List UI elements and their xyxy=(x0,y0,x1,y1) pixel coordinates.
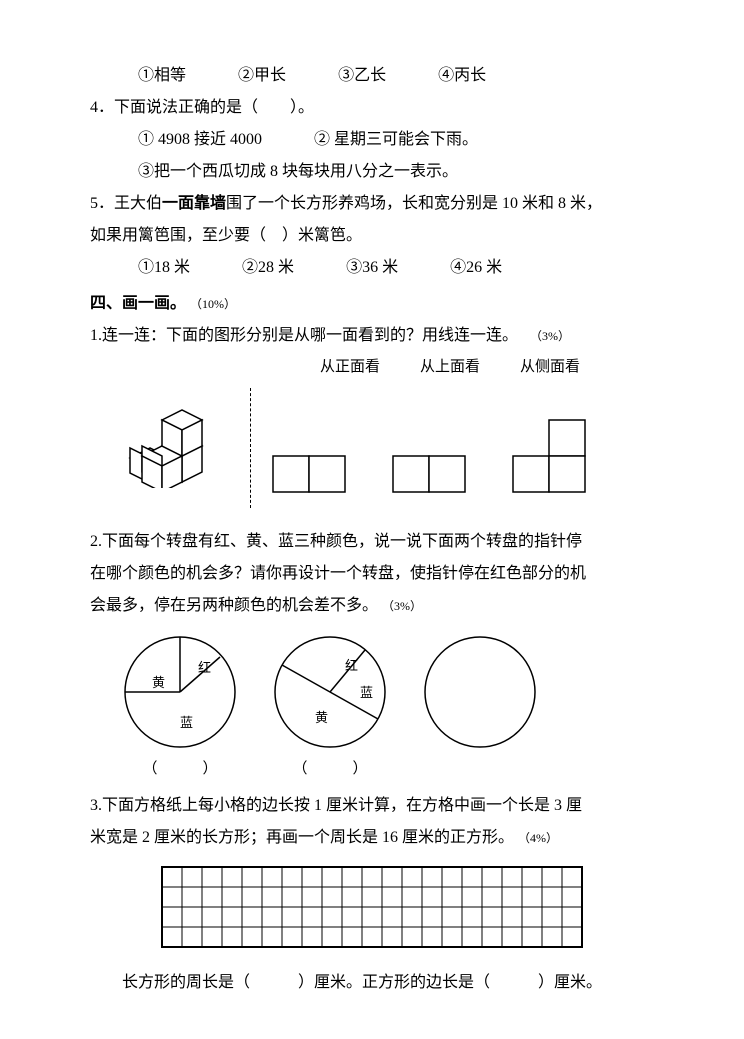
s4q1-pct: （3%） xyxy=(530,329,570,343)
sp2-yellow: 黄 xyxy=(315,710,328,725)
spinners: 红 黄 蓝 （ ） 红 蓝 黄 （ ） xyxy=(120,632,654,784)
sp1-yellow: 黄 xyxy=(152,675,165,690)
s4q3-l1-text: 3.下面方格纸上每小格的边长按 1 厘米计算，在方格中画一个长是 3 厘 xyxy=(90,797,582,814)
sp2-blue: 蓝 xyxy=(360,685,373,700)
q5-o4: ④26 米 xyxy=(450,259,502,276)
s4q3-answer: 长方形的周长是（ ）厘米。正方形的边长是（ ）厘米。 xyxy=(90,967,654,999)
view-shapes xyxy=(261,388,654,494)
section4-title-text: 四、画一画。 xyxy=(90,295,186,312)
q4-o2: ② 星期三可能会下雨。 xyxy=(314,131,478,148)
sp2-caption: （ ） xyxy=(270,754,390,784)
q3-o1: ①相等 xyxy=(138,67,186,84)
section4-title: 四、画一画。 （10%） xyxy=(90,288,654,320)
spinner-3-blank xyxy=(420,632,540,784)
q3-options: ①相等 ②甲长 ③乙长 ④丙长 xyxy=(90,60,654,92)
s4q3-l1: 3.下面方格纸上每小格的边长按 1 厘米计算，在方格中画一个长是 3 厘 xyxy=(90,790,654,822)
q5-o2: ②28 米 xyxy=(242,259,294,276)
q4-stem: 4．下面说法正确的是（ ）。 xyxy=(90,92,654,124)
q5-stem-b: 围了一个长方形养鸡场，长和宽分别是 10 米和 8 米， xyxy=(226,195,602,212)
q4-o3: ③把一个西瓜切成 8 块每块用八分之一表示。 xyxy=(138,163,458,180)
q5-stem1: 5．王大伯一面靠墙围了一个长方形养鸡场，长和宽分别是 10 米和 8 米， xyxy=(90,188,654,220)
sp1-blue: 蓝 xyxy=(180,715,193,730)
q3-o4: ④丙长 xyxy=(438,67,486,84)
label-front: 从正面看 xyxy=(320,352,380,382)
s4q2-l3-text: 会最多，停在另两种颜色的机会差不多。 xyxy=(90,597,378,614)
s4q1-row xyxy=(90,388,654,508)
s4q3-l2: 米宽是 2 厘米的长方形；再画一个周长是 16 厘米的正方形。 （4%） xyxy=(90,822,654,854)
view-side-icon xyxy=(511,418,601,494)
s4q2-l1: 2.下面每个转盘有红、黄、蓝三种颜色，说一说下面两个转盘的指针停 xyxy=(90,526,654,558)
q5-o3: ③36 米 xyxy=(346,259,398,276)
grid-paper xyxy=(90,866,654,949)
s4q1-labels: 从正面看 从上面看 从侧面看 xyxy=(320,352,654,382)
cube-3d-icon xyxy=(120,388,220,488)
s4q2-l2: 在哪个颜色的机会多？请你再设计一个转盘，使指针停在红色部分的机 xyxy=(90,558,654,590)
s4q2-pct: （3%） xyxy=(382,599,422,613)
dashed-divider xyxy=(250,388,251,508)
view-top-icon xyxy=(391,454,471,494)
q3-o3: ③乙长 xyxy=(338,67,386,84)
spinner-1: 红 黄 蓝 （ ） xyxy=(120,632,240,784)
q5-o1: ①18 米 xyxy=(138,259,190,276)
s4q3-pct: （4%） xyxy=(518,831,558,845)
sp2-red: 红 xyxy=(345,658,358,673)
q4-row2: ③把一个西瓜切成 8 块每块用八分之一表示。 xyxy=(90,156,654,188)
q5-options: ①18 米 ②28 米 ③36 米 ④26 米 xyxy=(90,252,654,284)
q3-o2: ②甲长 xyxy=(238,67,286,84)
s4q3-l2-text: 米宽是 2 厘米的长方形；再画一个周长是 16 厘米的正方形。 xyxy=(90,829,514,846)
spinner-2: 红 蓝 黄 （ ） xyxy=(270,632,390,784)
q4-row1: ① 4908 接近 4000 ② 星期三可能会下雨。 xyxy=(90,124,654,156)
sp1-red: 红 xyxy=(198,660,211,675)
sp1-caption: （ ） xyxy=(120,754,240,784)
label-top: 从上面看 xyxy=(420,352,480,382)
s4q2-l3: 会最多，停在另两种颜色的机会差不多。 （3%） xyxy=(90,590,654,622)
s4q1-stem-text: 1.连一连：下面的图形分别是从哪一面看到的？用线连一连。 xyxy=(90,327,510,344)
view-front-icon xyxy=(271,454,351,494)
q4-o1: ① 4908 接近 4000 xyxy=(138,131,262,148)
sp3-caption xyxy=(420,754,540,784)
grid-svg xyxy=(161,866,584,949)
q5-stem-bold: 一面靠墙 xyxy=(162,195,226,212)
s4q1-stem: 1.连一连：下面的图形分别是从哪一面看到的？用线连一连。 （3%） xyxy=(90,320,654,352)
q5-stem-a: 5．王大伯 xyxy=(90,195,162,212)
q5-stem2: 如果用篱笆围，至少要（ ）米篱笆。 xyxy=(90,220,654,252)
label-side: 从侧面看 xyxy=(520,352,580,382)
section4-pct: （10%） xyxy=(190,297,236,311)
